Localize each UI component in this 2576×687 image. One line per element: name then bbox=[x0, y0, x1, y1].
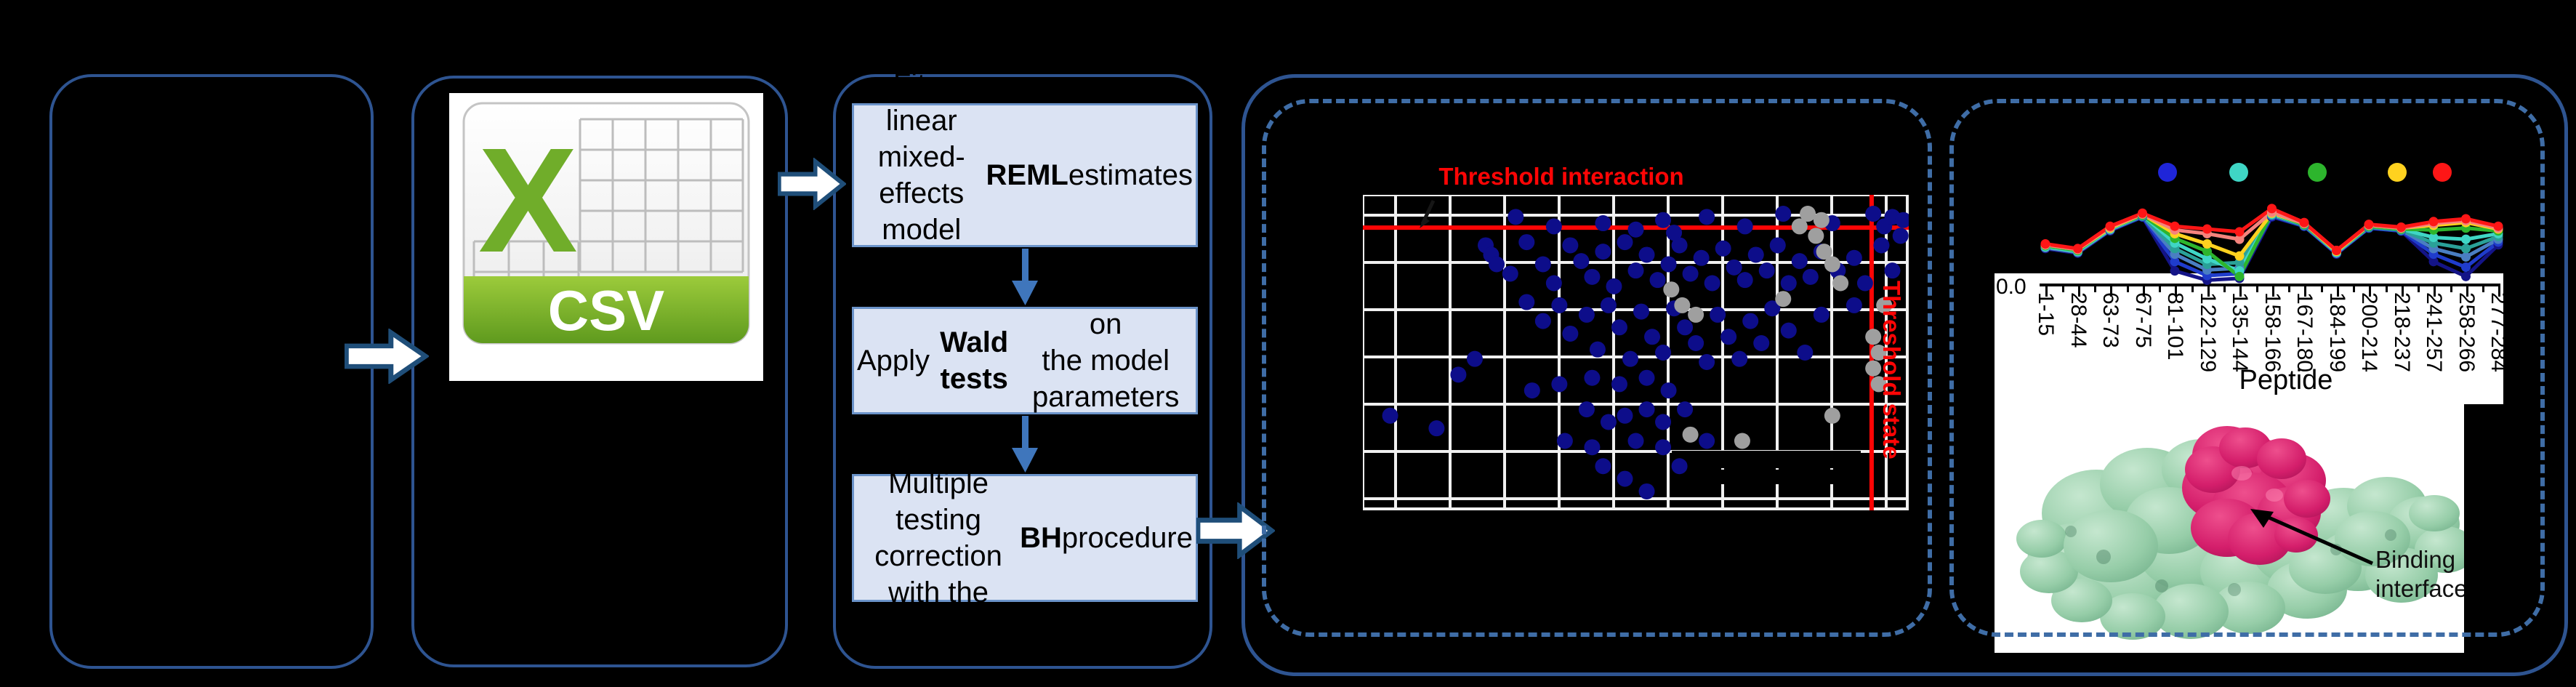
legend-marker-icon bbox=[2229, 163, 2248, 182]
axis-tick bbox=[2320, 285, 2323, 292]
y-axis-tick-label: 0.0 bbox=[1996, 275, 2040, 300]
flow-arrow-2-icon bbox=[778, 158, 846, 210]
axis-tick bbox=[2142, 285, 2145, 297]
down-arrow-icon bbox=[1012, 416, 1038, 473]
protein-structure-image bbox=[1995, 404, 2476, 653]
illegible-text-band bbox=[1672, 451, 1861, 484]
csv-file-icon: X CSV bbox=[449, 93, 763, 381]
annotation-arrow-icon bbox=[1420, 199, 1436, 228]
x-axis-strip bbox=[1995, 273, 2503, 404]
csv-band-label: CSV bbox=[548, 278, 664, 342]
axis-tick bbox=[2385, 285, 2388, 292]
axis-tick bbox=[2061, 285, 2064, 292]
step-wald-tests: Apply Wald tests on the model parameters bbox=[852, 307, 1198, 414]
axis-tick bbox=[2418, 285, 2420, 292]
excel-x-glyph: X bbox=[478, 117, 578, 284]
results-panel-thresholds bbox=[1262, 99, 1932, 637]
step-fit-lmm: Fit a linear mixed- effects model with R… bbox=[852, 68, 1198, 282]
peptide-line-chart bbox=[2040, 204, 2503, 285]
axis-tick bbox=[2110, 285, 2113, 297]
axis-tick bbox=[2401, 285, 2404, 297]
panel-stats-pipeline bbox=[833, 74, 1212, 669]
axis-tick bbox=[2336, 285, 2339, 297]
axis-tick bbox=[2239, 285, 2242, 297]
axis-tick bbox=[2271, 285, 2274, 297]
axis-tick bbox=[2175, 285, 2178, 297]
legend-marker-icon bbox=[2388, 163, 2407, 182]
axis-tick bbox=[2450, 285, 2452, 292]
csv-card-icon: X CSV bbox=[462, 102, 750, 345]
axis-tick bbox=[2369, 285, 2372, 297]
axis-tick bbox=[2434, 285, 2436, 297]
down-arrow-icon bbox=[1012, 249, 1038, 305]
axis-tick bbox=[2304, 285, 2307, 297]
axis-tick bbox=[2223, 285, 2226, 292]
results-container bbox=[1241, 74, 2568, 676]
binding-interface-arrow-icon bbox=[2250, 509, 2374, 566]
axis-tick bbox=[2498, 285, 2501, 297]
threshold-scatter-plot bbox=[1363, 195, 1909, 510]
threshold-state-label: Threshold state bbox=[1878, 281, 1905, 459]
legend-marker-icon bbox=[2433, 163, 2452, 182]
axis-tick bbox=[2045, 285, 2048, 297]
axis-tick bbox=[2094, 285, 2096, 292]
axis-tick bbox=[2077, 285, 2080, 297]
threshold-interaction-label: Threshold interaction bbox=[1438, 163, 1684, 190]
legend-marker-icon bbox=[2158, 163, 2177, 182]
scatter-points bbox=[1382, 206, 1909, 499]
panel-csv bbox=[411, 76, 788, 667]
results-panel-peptide bbox=[1949, 99, 2545, 637]
axis-tick bbox=[2288, 285, 2290, 292]
step-multiple-testing: Multiple testing correction with the BH … bbox=[852, 467, 1198, 608]
legend-marker-icon bbox=[2308, 163, 2327, 182]
panel-input bbox=[49, 74, 374, 669]
flow-arrow-3-icon bbox=[1196, 502, 1275, 559]
protein-surface-render bbox=[1995, 404, 2476, 653]
axis-tick bbox=[2353, 285, 2355, 292]
axis-tick bbox=[2466, 285, 2468, 297]
peptide-magenta-surface bbox=[2182, 426, 2330, 565]
axis-tick bbox=[2191, 285, 2194, 292]
x-axis-title: Peptide bbox=[2239, 365, 2333, 395]
binding-interface-label: Binding interface bbox=[2375, 546, 2464, 602]
axis-tick bbox=[2159, 285, 2161, 292]
csv-band bbox=[464, 276, 749, 343]
axis-tick bbox=[2207, 285, 2210, 297]
x-axis-line bbox=[2026, 284, 2500, 286]
flow-arrow-1-icon bbox=[345, 329, 429, 384]
axis-tick bbox=[2255, 285, 2258, 292]
protein-green-surface bbox=[2016, 439, 2476, 640]
axis-tick bbox=[2126, 285, 2129, 292]
axis-tick bbox=[2482, 285, 2484, 292]
